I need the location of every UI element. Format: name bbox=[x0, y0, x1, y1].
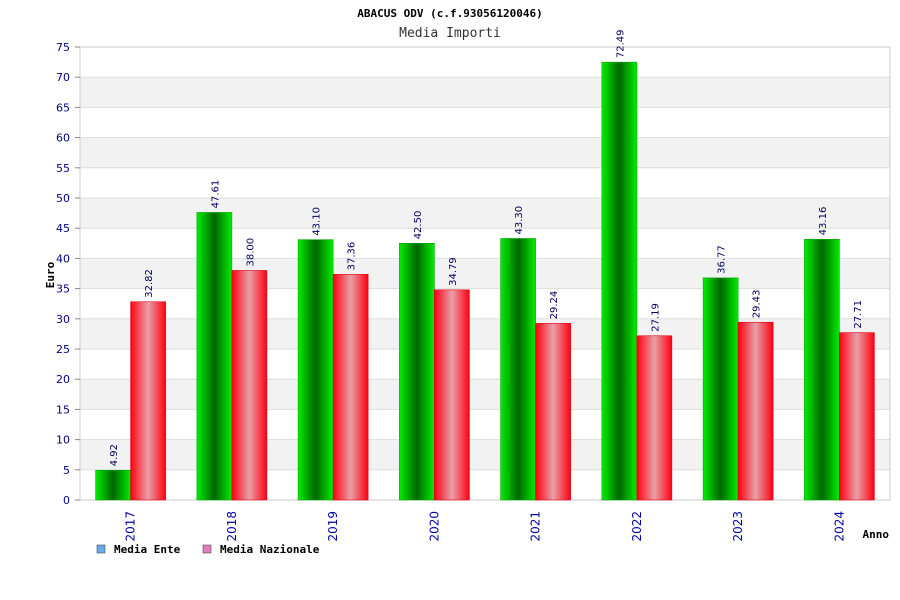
bar-value-label: 32.82 bbox=[144, 269, 155, 298]
bar-media-ente-2018 bbox=[196, 212, 233, 501]
y-tick-label: 45 bbox=[56, 222, 70, 235]
y-tick-label: 5 bbox=[63, 464, 70, 477]
y-tick-label: 75 bbox=[56, 41, 70, 54]
y-tick-label: 55 bbox=[56, 162, 70, 175]
bar-media-nazionale-2017 bbox=[130, 301, 166, 501]
legend-label-media-nazionale: Media Nazionale bbox=[220, 543, 320, 556]
bar-value-label: 29.24 bbox=[549, 291, 560, 320]
bar-media-ente-2023 bbox=[702, 277, 739, 501]
bar-media-nazionale-2022 bbox=[636, 335, 673, 501]
y-tick-label: 35 bbox=[56, 283, 70, 296]
bar-value-label: 4.92 bbox=[109, 444, 120, 466]
y-tick-label: 60 bbox=[56, 132, 70, 145]
bar-media-nazionale-2020 bbox=[434, 289, 470, 501]
bar-value-labels: 4.92 32.82 47.61 38.00 43.10 37.36 42.50 34.79 4… bbox=[109, 30, 864, 467]
x-tick-label: 2023 bbox=[731, 511, 745, 542]
y-tick-label: 0 bbox=[63, 494, 70, 507]
bar-value-label: 43.10 bbox=[312, 207, 323, 236]
bar-media-ente-2017 bbox=[95, 469, 131, 501]
bar-media-nazionale-2018 bbox=[231, 270, 268, 501]
bar-value-label: 43.16 bbox=[818, 207, 829, 236]
chart-title: ABACUS ODV (c.f.93056120046) bbox=[357, 7, 542, 20]
y-tick-label: 20 bbox=[56, 373, 70, 386]
bar-value-label: 36.77 bbox=[717, 245, 728, 274]
bar-value-label: 43.30 bbox=[514, 206, 525, 235]
bar-media-ente-2020 bbox=[399, 243, 435, 501]
bar-media-nazionale-2023 bbox=[737, 321, 774, 501]
grid-band bbox=[80, 137, 890, 168]
grid-band bbox=[80, 77, 890, 108]
legend-label-media-ente: Media Ente bbox=[114, 543, 181, 556]
bar-media-nazionale-2024 bbox=[839, 332, 875, 501]
bar-value-label: 27.19 bbox=[650, 303, 661, 332]
x-tick-label: 2021 bbox=[529, 511, 543, 542]
y-tick-label: 15 bbox=[56, 403, 70, 416]
bar-value-label: 42.50 bbox=[413, 211, 424, 240]
bar-media-ente-2024 bbox=[804, 239, 840, 501]
bar-value-label: 29.43 bbox=[752, 290, 763, 319]
bar-value-label: 37.36 bbox=[347, 242, 358, 271]
y-tick-label: 70 bbox=[56, 71, 70, 84]
bar-value-label: 27.71 bbox=[853, 300, 864, 329]
y-tick-label: 50 bbox=[56, 192, 70, 205]
legend-swatch-media-ente bbox=[96, 544, 106, 554]
x-tick-label: 2019 bbox=[326, 511, 340, 542]
bar-value-label: 34.79 bbox=[448, 257, 459, 286]
x-axis-title: Anno bbox=[863, 528, 890, 541]
bar-media-ente-2022 bbox=[601, 61, 638, 501]
y-tick-label: 30 bbox=[56, 313, 70, 326]
x-tick-label: 2022 bbox=[630, 511, 644, 542]
bar-value-label: 72.49 bbox=[615, 30, 626, 59]
x-tick-label: 2018 bbox=[225, 511, 239, 542]
legend-swatch-media-nazionale bbox=[202, 544, 212, 554]
y-axis-ticks: 0 5 10 15 20 25 30 35 40 45 50 55 60 65 70 75 bbox=[56, 41, 80, 507]
y-tick-label: 40 bbox=[56, 252, 70, 265]
chart-subtitle: Media Importi bbox=[399, 26, 501, 41]
y-tick-label: 10 bbox=[56, 434, 70, 447]
x-axis-ticks: 2017 2018 2019 2020 2021 2022 2023 2024 bbox=[124, 511, 847, 542]
bar-media-ente-2021 bbox=[500, 238, 536, 501]
bar-media-nazionale-2019 bbox=[332, 274, 369, 501]
bars bbox=[95, 61, 875, 501]
legend: Media Ente Media Nazionale bbox=[96, 543, 320, 556]
bar-media-ente-2019 bbox=[297, 239, 334, 501]
x-tick-label: 2017 bbox=[124, 511, 138, 542]
y-tick-label: 65 bbox=[56, 101, 70, 114]
plot-area-border bbox=[79, 46, 891, 501]
x-tick-label: 2024 bbox=[832, 511, 846, 542]
bar-value-label: 38.00 bbox=[245, 238, 256, 267]
x-tick-label: 2020 bbox=[427, 511, 441, 542]
y-tick-label: 25 bbox=[56, 343, 70, 356]
y-axis-title: Euro bbox=[44, 261, 57, 288]
bar-media-nazionale-2021 bbox=[535, 323, 571, 501]
bar-value-label: 47.61 bbox=[210, 180, 221, 209]
